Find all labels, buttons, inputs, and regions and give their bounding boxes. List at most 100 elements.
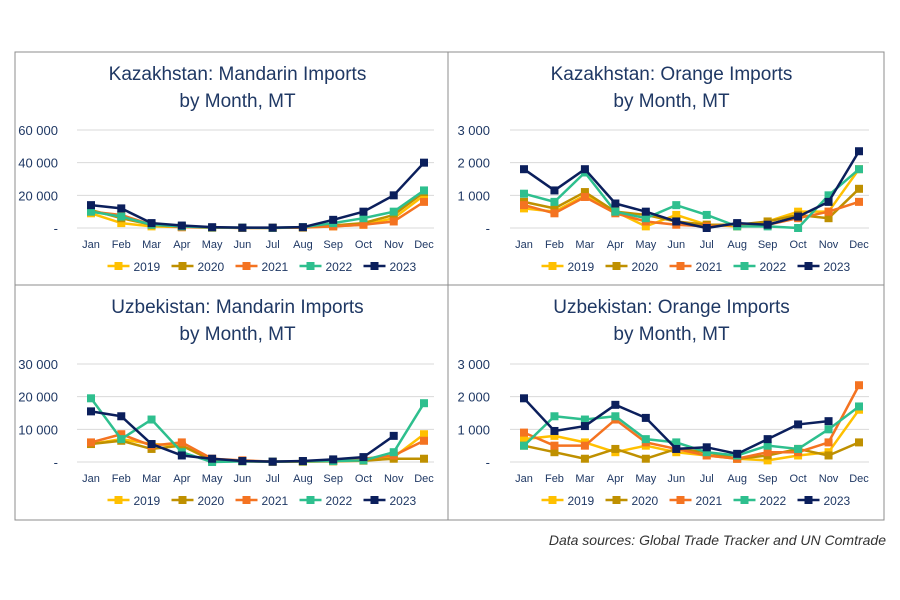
series-line-2023: [90, 410, 395, 463]
x-tick-label: Dec: [414, 473, 434, 485]
legend-label: 2023: [390, 494, 417, 508]
y-tick-label: 60 000: [18, 123, 58, 138]
data-point-2023: [611, 400, 620, 409]
x-tick-label: Apr: [607, 239, 624, 251]
legend-swatch-marker: [242, 262, 251, 270]
data-point-2023: [733, 219, 742, 228]
chart-title-line: by Month, MT: [613, 91, 730, 112]
data-point-2021: [117, 430, 126, 439]
data-point-2020: [420, 454, 428, 463]
data-point-2021: [420, 436, 428, 445]
y-tick-label: 2 000: [457, 156, 490, 171]
data-point-2022: [855, 165, 863, 174]
y-tick-label: 40 000: [18, 156, 58, 171]
data-point-2020: [641, 454, 650, 463]
data-point-2023: [824, 197, 833, 206]
data-point-2023: [117, 204, 126, 213]
x-tick-label: May: [635, 239, 656, 251]
x-tick-label: Jul: [266, 239, 280, 251]
legend-label: 2023: [824, 260, 851, 274]
data-point-2022: [580, 415, 589, 424]
x-tick-label: Jul: [700, 473, 714, 485]
chart-title-line: by Month, MT: [179, 324, 296, 345]
y-tick-label: 1 000: [457, 422, 490, 437]
data-point-2023: [208, 223, 217, 232]
x-tick-label: Dec: [849, 473, 869, 485]
legend-label: 2020: [198, 494, 225, 508]
data-point-2023: [147, 440, 156, 449]
data-point-2021: [550, 209, 559, 218]
data-point-2023: [763, 435, 772, 444]
legend-label: 2019: [134, 494, 161, 508]
data-point-2022: [420, 399, 428, 408]
data-point-2020: [580, 454, 589, 463]
data-point-2022: [389, 448, 398, 457]
data-point-2021: [763, 448, 772, 457]
data-point-2021: [824, 438, 833, 447]
x-tick-label: Mar: [142, 473, 161, 485]
x-tick-label: Sep: [758, 473, 778, 485]
legend-swatch-marker: [548, 262, 557, 270]
x-tick-label: Aug: [727, 239, 747, 251]
data-point-2022: [672, 201, 681, 210]
data-point-2022: [359, 214, 368, 223]
y-tick-label: 20 000: [18, 390, 58, 405]
data-point-2021: [520, 428, 528, 437]
x-tick-label: Mar: [142, 239, 161, 251]
x-tick-label: Apr: [607, 473, 624, 485]
x-tick-label: Nov: [819, 239, 839, 251]
data-point-2022: [641, 214, 650, 223]
data-point-2021: [855, 197, 863, 206]
legend-swatch-marker: [178, 496, 187, 504]
y-tick-label: 1 000: [457, 188, 490, 203]
x-tick-label: Feb: [545, 239, 564, 251]
data-point-2021: [359, 220, 368, 229]
x-tick-label: Aug: [727, 473, 747, 485]
series-line-2019: [523, 168, 861, 228]
data-point-2023: [298, 223, 307, 232]
x-tick-label: Jun: [667, 473, 685, 485]
y-tick-label: -: [54, 221, 58, 236]
data-point-2022: [824, 425, 833, 434]
data-point-2021: [824, 207, 833, 216]
legend-label: 2022: [760, 260, 787, 274]
series-line-2019: [523, 409, 861, 462]
data-point-2020: [611, 444, 620, 453]
data-point-2023: [672, 444, 681, 453]
data-point-2023: [855, 147, 863, 156]
data-point-2021: [420, 197, 428, 206]
legend-label: 2020: [198, 260, 225, 274]
x-tick-label: May: [202, 239, 223, 251]
legend-swatch-marker: [242, 496, 251, 504]
data-point-2023: [794, 212, 803, 221]
x-tick-label: Apr: [173, 473, 190, 485]
data-point-2023: [268, 223, 277, 232]
data-point-2023: [702, 443, 711, 452]
legend-swatch-marker: [612, 262, 621, 270]
x-tick-label: Jun: [667, 239, 685, 251]
data-point-2023: [117, 412, 126, 421]
data-point-2019: [420, 430, 428, 439]
chart-panel-1: Kazakhstan: Mandarin Imports by Month, MT…: [18, 64, 434, 274]
legend-swatch-marker: [676, 262, 685, 270]
legend-label: 2021: [696, 494, 723, 508]
legend-swatch-marker: [306, 262, 315, 270]
y-tick-label: 20 000: [18, 188, 58, 203]
data-point-2023: [298, 457, 307, 466]
x-tick-label: Oct: [355, 473, 372, 485]
x-tick-label: Jul: [700, 239, 714, 251]
x-tick-label: Jan: [82, 473, 100, 485]
x-tick-label: Sep: [323, 239, 343, 251]
legend-label: 2019: [568, 494, 595, 508]
legend-label: 2021: [696, 260, 723, 274]
data-point-2021: [87, 438, 95, 447]
x-tick-label: Jun: [233, 473, 251, 485]
data-point-2019: [520, 435, 528, 444]
data-point-2022: [672, 438, 681, 447]
data-point-2022: [87, 207, 95, 216]
x-tick-label: Oct: [355, 239, 372, 251]
data-point-2021: [580, 441, 589, 450]
chart-panel-4: Uzbekistan: Orange Imports by Month, MT - 1…: [457, 297, 869, 508]
data-point-2022: [550, 412, 559, 421]
